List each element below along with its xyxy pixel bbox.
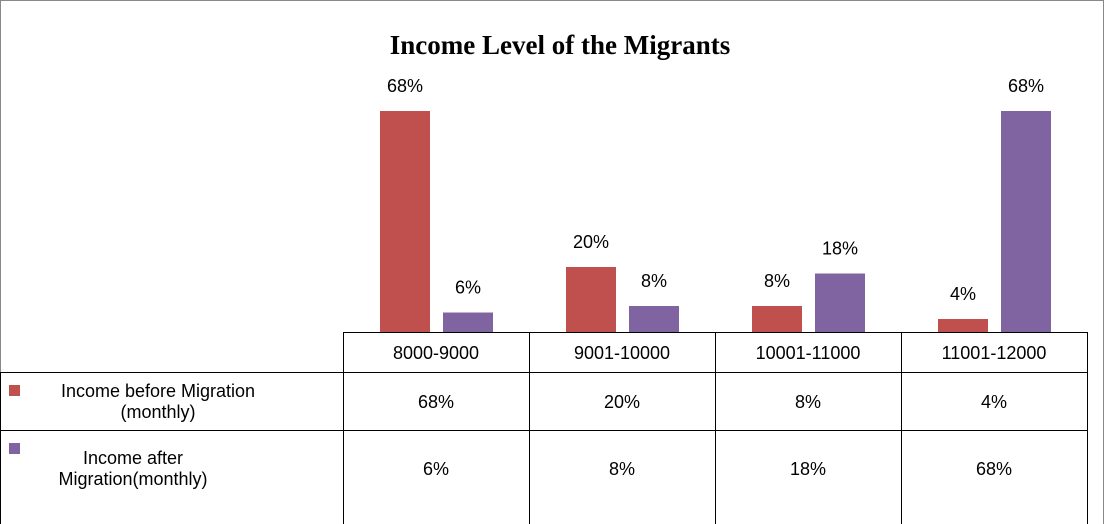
table-value: 6% <box>422 458 449 479</box>
legend-swatch <box>9 443 20 454</box>
bar <box>380 111 430 332</box>
chart-title: Income Level of the Migrants <box>390 30 730 60</box>
table-value: 18% <box>789 458 827 479</box>
data-label: 8% <box>641 271 667 291</box>
bar <box>1001 111 1051 332</box>
table-value: 4% <box>980 391 1007 412</box>
legend-label: Income after Migration(monthly) <box>58 448 208 489</box>
table-value: 68% <box>975 458 1013 479</box>
table-lines <box>0 332 1088 524</box>
data-label: 20% <box>573 232 609 252</box>
table-header: 10001-11000 <box>755 342 861 363</box>
table-header: 9001-10000 <box>573 342 671 363</box>
data-label: 18% <box>822 238 858 258</box>
data-label: 68% <box>387 76 423 96</box>
bar <box>815 273 865 332</box>
legend-label: Income before Migration (monthly) <box>60 381 256 422</box>
bar <box>566 267 616 332</box>
data-label: 4% <box>950 284 976 304</box>
table-header: 11001-12000 <box>941 342 1047 363</box>
bar <box>938 319 988 332</box>
bar <box>752 306 802 332</box>
table-value: 20% <box>603 391 641 412</box>
table-header: 8000-9000 <box>392 342 480 363</box>
table-value: 8% <box>608 458 635 479</box>
bar <box>443 312 493 332</box>
data-label: 6% <box>455 277 481 297</box>
legend-swatch <box>9 385 20 396</box>
table-value: 8% <box>794 391 821 412</box>
data-label: 8% <box>764 271 790 291</box>
table-value: 68% <box>417 391 455 412</box>
data-label: 68% <box>1008 76 1044 96</box>
legend-cell: Income before Migration (monthly) <box>1 373 343 431</box>
legend-cell: Income after Migration(monthly) <box>1 431 343 507</box>
bar <box>629 306 679 332</box>
